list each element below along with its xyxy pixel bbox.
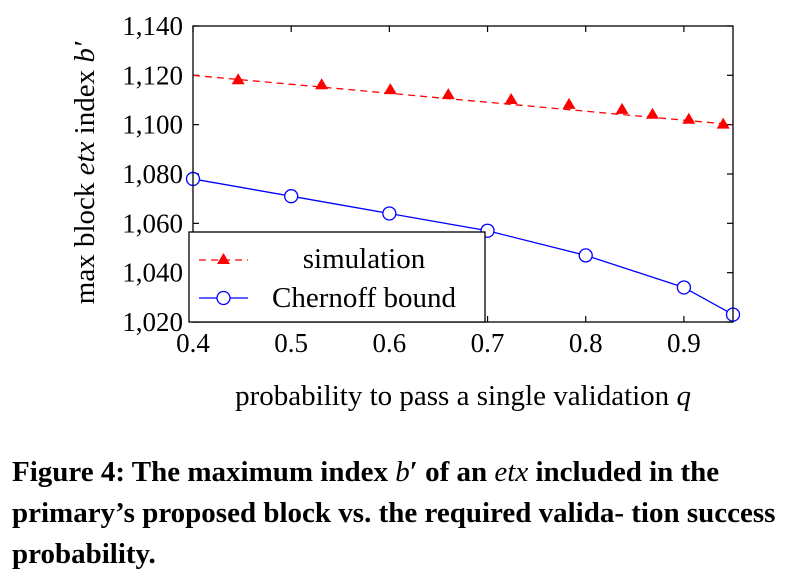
data-point-simulation [504, 93, 518, 104]
data-point-chernoff-bound [578, 248, 593, 263]
chart: 0.4 0.5 0.6 0.7 0.8 0.9 1,020 1,040 1,060 1,080 1,… [69, 11, 741, 412]
caption-part-3: included in the primary’s proposed block… [12, 456, 720, 529]
caption-etx: etx [494, 456, 529, 488]
caption-part-2: of an [425, 456, 488, 488]
caption-part-1: The maximum index [131, 456, 388, 488]
series-line-simulation [192, 74, 734, 126]
caption-b-symbol: b [395, 456, 410, 488]
figure-caption: Figure 4: The maximum index b′ of an etx… [12, 452, 792, 575]
caption-label: Figure 4: [12, 456, 126, 488]
legend-box [188, 231, 486, 323]
x-axis-label-text: probability to pass a single validation [235, 380, 670, 412]
y-tick-label: 1,020 [122, 307, 183, 337]
legend-simulation-label: simulation [303, 243, 426, 275]
legend: simulation Chernoff bound [188, 231, 486, 323]
data-point-simulation [682, 112, 696, 124]
data-point-simulation [231, 73, 245, 85]
y-tick-label: 1,100 [122, 110, 183, 140]
data-point-simulation [315, 78, 329, 90]
data-point-simulation [716, 117, 730, 129]
y-axis-label-part-3: index [69, 63, 101, 142]
legend-chernoff-label: Chernoff bound [272, 282, 456, 314]
x-tick-label: 0.6 [372, 328, 406, 358]
series-markers [185, 73, 741, 322]
x-tick-label: 0.5 [274, 328, 308, 358]
y-axis-label-etx: etx [69, 141, 101, 175]
x-tick-label: 0.8 [569, 328, 603, 358]
y-axis-label-b: b′ [69, 41, 101, 63]
y-axis-label: max block etx index b′ [69, 41, 101, 304]
caption-prime: ′ [409, 456, 418, 488]
x-axis-label-symbol: q [676, 380, 691, 412]
data-point-simulation [562, 97, 576, 109]
legend-simulation-marker [217, 253, 230, 264]
data-point-simulation [383, 83, 397, 95]
x-axis-label: probability to pass a single validation … [235, 380, 691, 412]
data-point-chernoff-bound [284, 189, 299, 204]
legend-chernoff-marker [216, 290, 231, 306]
data-point-simulation [645, 107, 659, 119]
y-tick-label: 1,140 [122, 11, 183, 41]
caption-part-4: tion success probability. [12, 497, 776, 570]
data-point-chernoff-bound [382, 206, 397, 221]
x-tick-label: 0.4 [176, 328, 210, 358]
y-tick-label: 1,120 [122, 60, 183, 90]
y-axis-label-part-1: max block [69, 175, 101, 304]
y-tick-label: 1,080 [122, 159, 183, 189]
data-point-chernoff-bound [676, 280, 692, 295]
y-tick-label: 1,060 [122, 208, 183, 238]
data-point-simulation [615, 102, 629, 114]
x-tick-label: 0.9 [667, 328, 701, 358]
x-tick-label: 0.7 [471, 328, 505, 358]
data-point-simulation [441, 88, 455, 100]
tick-labels: 0.4 0.5 0.6 0.7 0.8 0.9 1,020 1,040 1,060 1,080 1,… [122, 11, 701, 358]
y-tick-label: 1,040 [122, 258, 183, 288]
